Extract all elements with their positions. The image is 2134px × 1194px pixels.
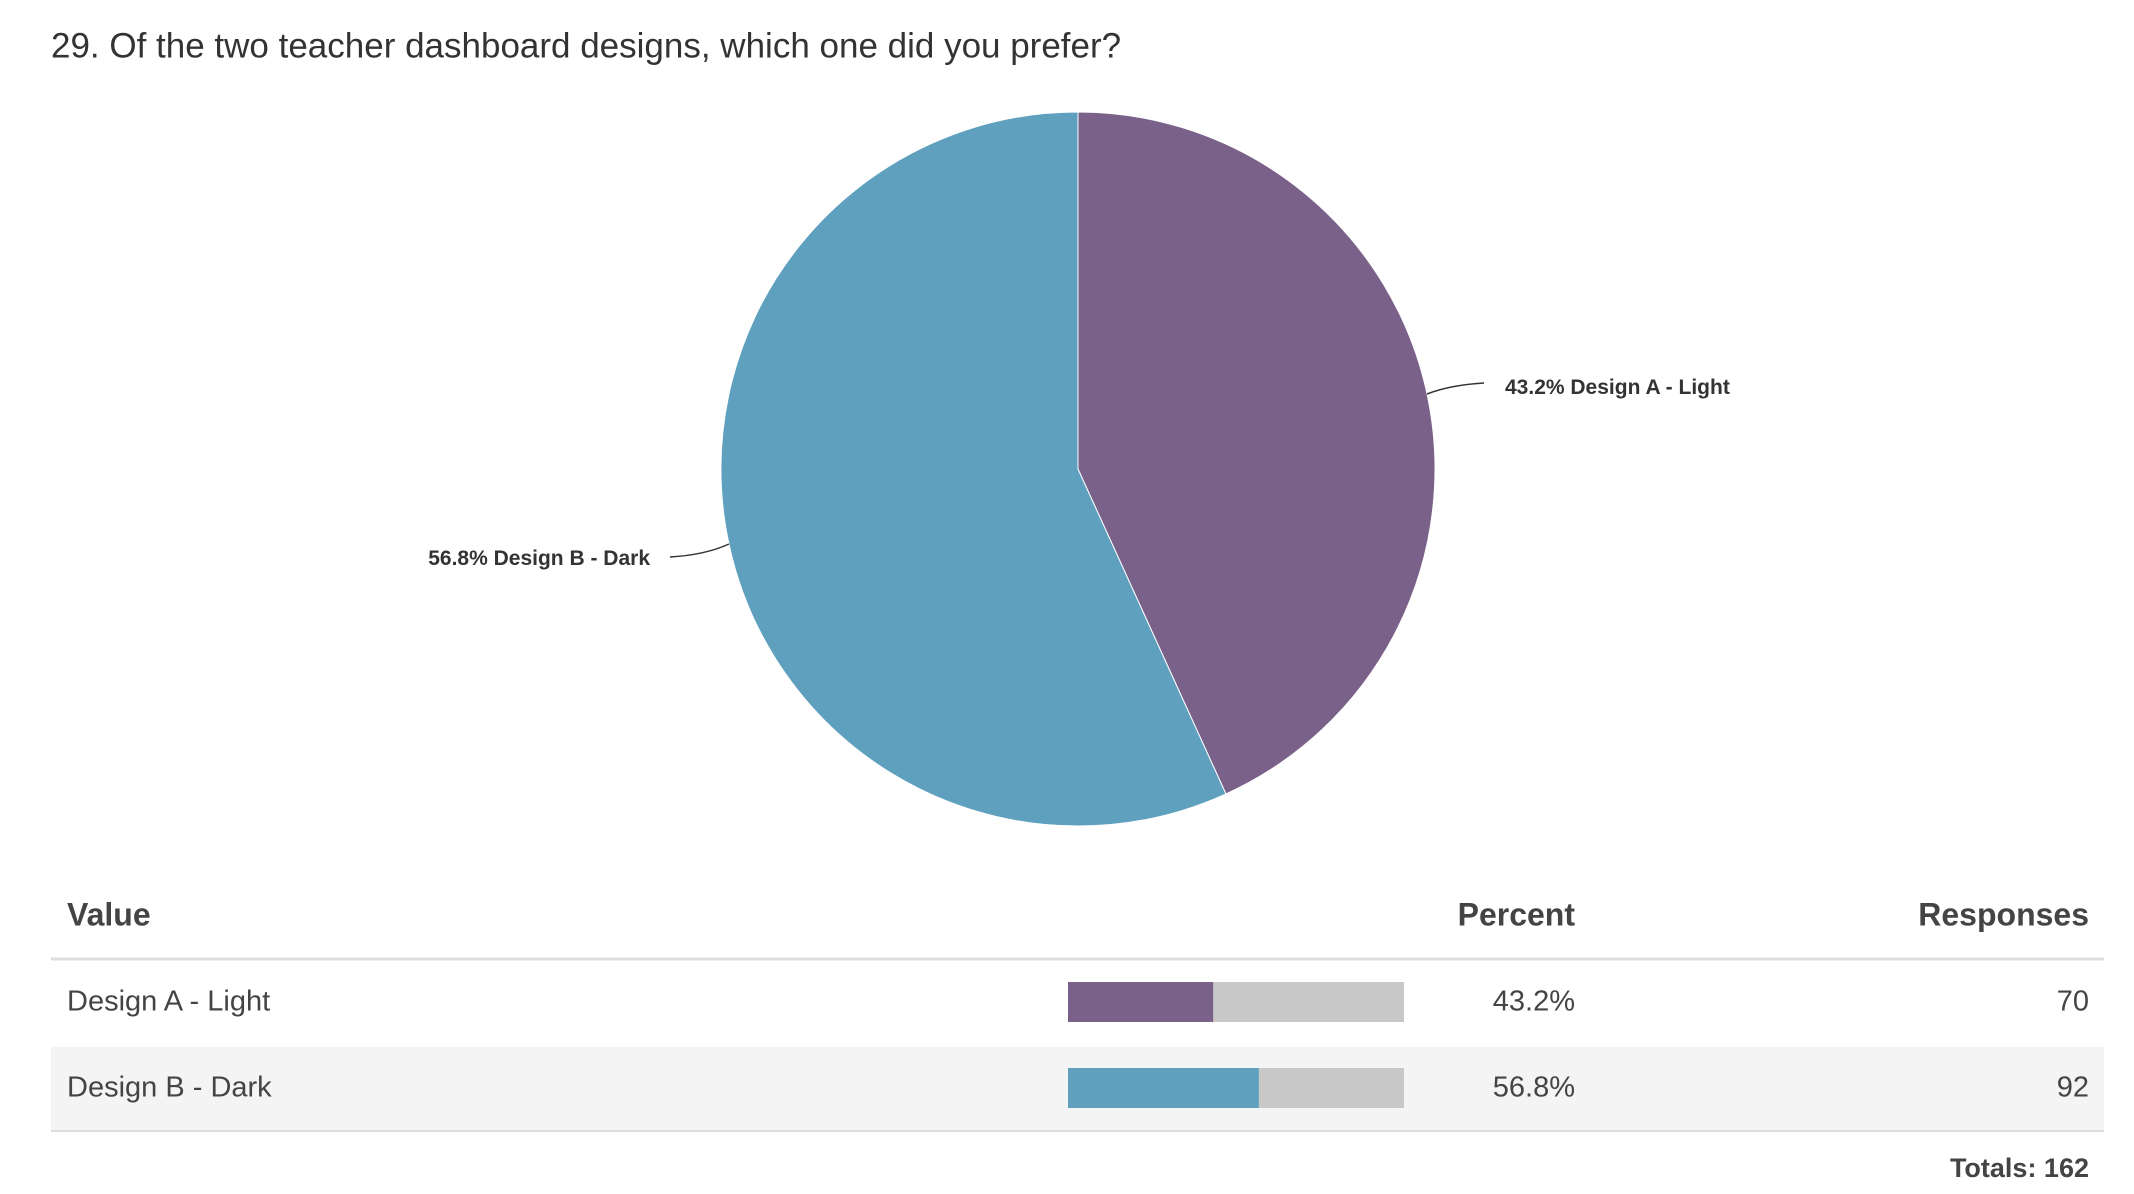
table-header: Percent (1458, 896, 1576, 932)
row-percent: 56.8% (1493, 1072, 1575, 1104)
pie-category: Design A - Light (1570, 376, 1729, 399)
pie (720, 111, 1436, 827)
pie-value-label: 43.2% (1505, 376, 1565, 399)
bar (1068, 1068, 1259, 1108)
leader-line (669, 543, 730, 558)
row-responses: 92 (2057, 1072, 2089, 1104)
table-header: Responses (1918, 896, 2089, 932)
row-percent: 43.2% (1493, 986, 1575, 1018)
row-responses: 70 (2057, 986, 2089, 1018)
row-value: Design A - Light (67, 986, 270, 1018)
chart-title: 29. Of the two teacher dashboard designs… (51, 26, 1121, 65)
table-body: Design A - Light 43.2% 70 Design B - Dark 56… (67, 982, 2089, 1108)
pie-category: Design B - Dark (494, 547, 651, 570)
leader-line (1426, 382, 1485, 395)
pie-label: 43.2% Design A - Light (1505, 376, 1730, 399)
bar (1068, 982, 1214, 1022)
pie-label: 56.8% Design B - Dark (428, 547, 650, 570)
row-value: Design B - Dark (67, 1072, 272, 1104)
pie-value-label: 56.8% (428, 547, 488, 570)
totals: Totals: 162 (1950, 1153, 2089, 1183)
table-header: Value (67, 896, 151, 932)
